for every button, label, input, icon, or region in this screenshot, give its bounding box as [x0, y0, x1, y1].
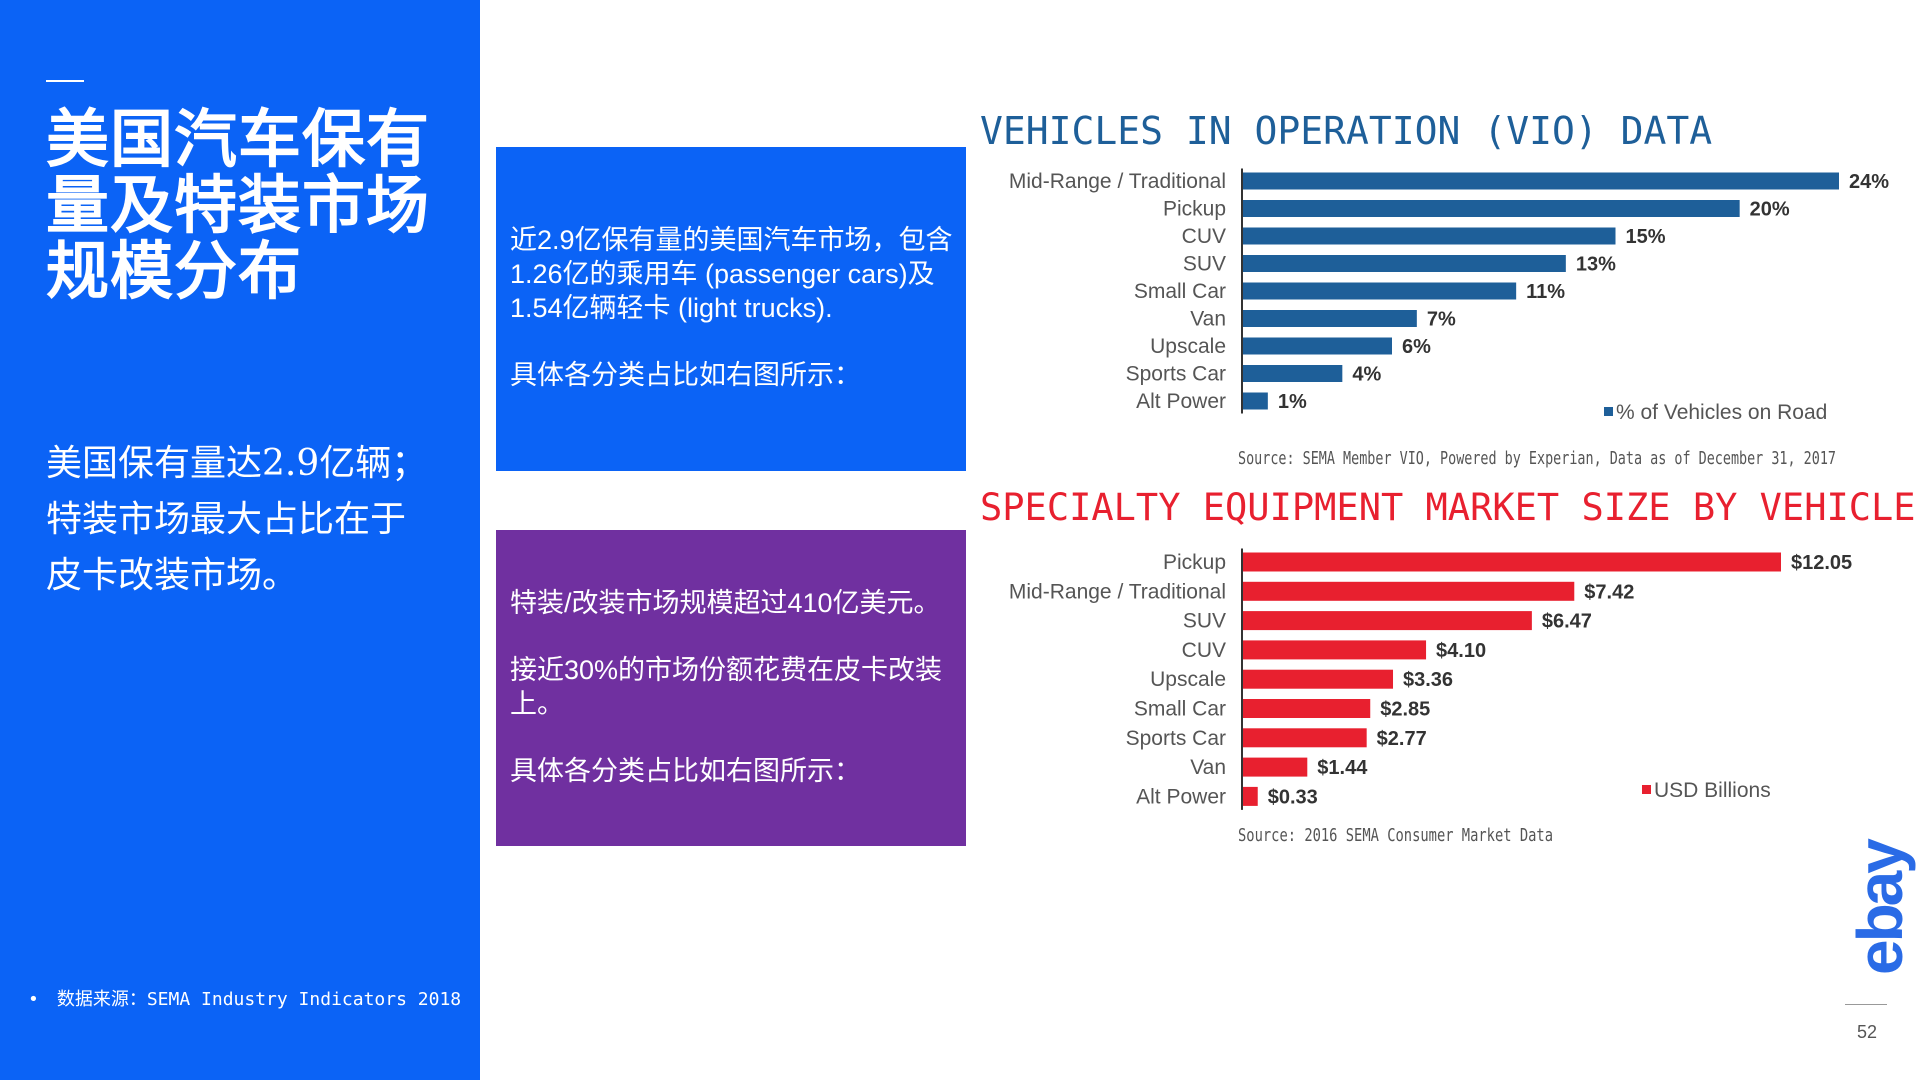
vio-category-label: Sports Car	[1126, 363, 1226, 386]
vio-bar	[1243, 337, 1392, 355]
market-bar	[1243, 581, 1575, 601]
vio-bar	[1243, 255, 1566, 272]
data-source-text: 数据来源：SEMA Industry Indicators 2018	[56, 989, 462, 1010]
market-category-label: Alt Power	[1136, 785, 1226, 808]
market-category-label: Pickup	[1163, 551, 1226, 574]
summary-line-1: 美国保有量达2.9亿辆；	[46, 443, 428, 484]
vio-summary-box: 近2.9亿保有量的美国汽车市场，包含1.26亿的乘用车 (passenger c…	[496, 147, 966, 471]
pickup-share-text: 接近30%的市场份额花费在皮卡改装上。	[510, 655, 943, 719]
vio-value-label: 15%	[1626, 226, 1666, 248]
market-value-label: $0.33	[1268, 786, 1318, 808]
vio-source-note: Source: SEMA Member VIO, Powered by Expe…	[1238, 448, 1836, 469]
vio-category-label: SUV	[1183, 253, 1226, 276]
vio-category-label: Mid-Range / Traditional	[1009, 170, 1226, 193]
market-bar	[1243, 757, 1308, 777]
vio-summary-hint: 具体各分类占比如右图所示：	[510, 360, 861, 390]
market-legend-label: USD Billions	[1654, 779, 1771, 802]
vio-value-label: 6%	[1402, 336, 1431, 358]
vio-category-label: Van	[1190, 308, 1226, 331]
vio-category-label: Upscale	[1150, 335, 1226, 358]
market-category-label: Mid-Range / Traditional	[1009, 580, 1226, 603]
left-summary: 美国保有量达2.9亿辆； 特装市场最大占比在于 皮卡改装市场。	[46, 436, 456, 604]
market-legend-swatch	[1642, 785, 1651, 794]
data-source-note: • 数据来源：SEMA Industry Indicators 2018	[28, 985, 461, 1011]
market-source-note: Source: 2016 SEMA Consumer Market Data	[1238, 825, 1553, 846]
market-value-label: $4.10	[1436, 640, 1486, 662]
title-rule	[46, 80, 84, 82]
vio-bar	[1243, 282, 1517, 300]
vio-bar	[1243, 172, 1839, 190]
market-value-label: $12.05	[1791, 552, 1852, 574]
market-bar	[1243, 786, 1258, 806]
vio-value-label: 4%	[1352, 364, 1381, 386]
market-chart-title: SPECIALTY EQUIPMENT MARKET SIZE BY VEHIC…	[980, 486, 1920, 529]
vio-value-label: 20%	[1750, 199, 1790, 221]
left-panel: 美国汽车保有量及特装市场规模分布 美国保有量达2.9亿辆； 特装市场最大占比在于…	[0, 0, 480, 1080]
market-category-label: Sports Car	[1126, 727, 1226, 750]
page-number: 52	[1856, 1022, 1878, 1042]
bullet-icon: •	[28, 989, 39, 1010]
vio-bar	[1243, 200, 1740, 217]
vio-category-label: CUV	[1182, 225, 1226, 248]
market-bar	[1243, 552, 1781, 572]
vio-value-label: 11%	[1526, 281, 1565, 303]
vio-value-label: 24%	[1849, 171, 1889, 193]
vio-chart-title: VEHICLES IN OPERATION (VIO) DATA	[980, 109, 1712, 153]
market-category-label: Small Car	[1134, 698, 1226, 721]
market-summary-box: 特装/改装市场规模超过410亿美元。 接近30%的市场份额花费在皮卡改装上。 具…	[496, 530, 966, 846]
market-bar	[1243, 669, 1394, 689]
vio-value-label: 13%	[1576, 254, 1616, 276]
vio-category-label: Pickup	[1163, 198, 1226, 221]
market-category-label: Van	[1190, 756, 1226, 779]
vio-legend-label: % of Vehicles on Road	[1616, 401, 1827, 424]
page-title: 美国汽车保有量及特装市场规模分布	[46, 102, 430, 308]
market-bar	[1243, 611, 1532, 631]
market-value-label: $6.47	[1542, 611, 1592, 633]
market-category-label: Upscale	[1150, 668, 1226, 691]
summary-line-3: 皮卡改装市场。	[46, 555, 299, 596]
vio-bar	[1243, 392, 1268, 410]
vio-bar	[1243, 365, 1343, 382]
vio-bar	[1243, 310, 1417, 327]
market-bar	[1243, 699, 1371, 718]
market-value-label: $7.42	[1584, 581, 1634, 603]
market-value-label: $1.44	[1317, 757, 1368, 779]
vio-value-label: 1%	[1278, 391, 1307, 413]
market-value-label: $3.36	[1403, 669, 1453, 691]
market-bar	[1243, 728, 1367, 748]
market-size-text: 特装/改装市场规模超过410亿美元。	[510, 588, 941, 618]
vio-category-label: Small Car	[1134, 280, 1226, 303]
market-value-label: $2.85	[1380, 699, 1430, 721]
vio-value-label: 7%	[1427, 309, 1456, 331]
vio-summary-text: 近2.9亿保有量的美国汽车市场，包含1.26亿的乘用车 (passenger c…	[510, 225, 953, 323]
market-value-label: $2.77	[1377, 728, 1427, 750]
market-category-label: CUV	[1182, 639, 1226, 662]
market-bar	[1243, 640, 1427, 660]
ebay-logo: ebay	[1844, 841, 1916, 975]
vio-bar	[1243, 227, 1616, 245]
vio-category-label: Alt Power	[1136, 390, 1226, 413]
summary-line-2: 特装市场最大占比在于	[46, 499, 407, 540]
market-summary-hint: 具体各分类占比如右图所示：	[510, 756, 861, 786]
market-category-label: SUV	[1183, 610, 1226, 633]
vio-legend-swatch	[1604, 407, 1613, 416]
page-number-rule	[1845, 1004, 1887, 1005]
